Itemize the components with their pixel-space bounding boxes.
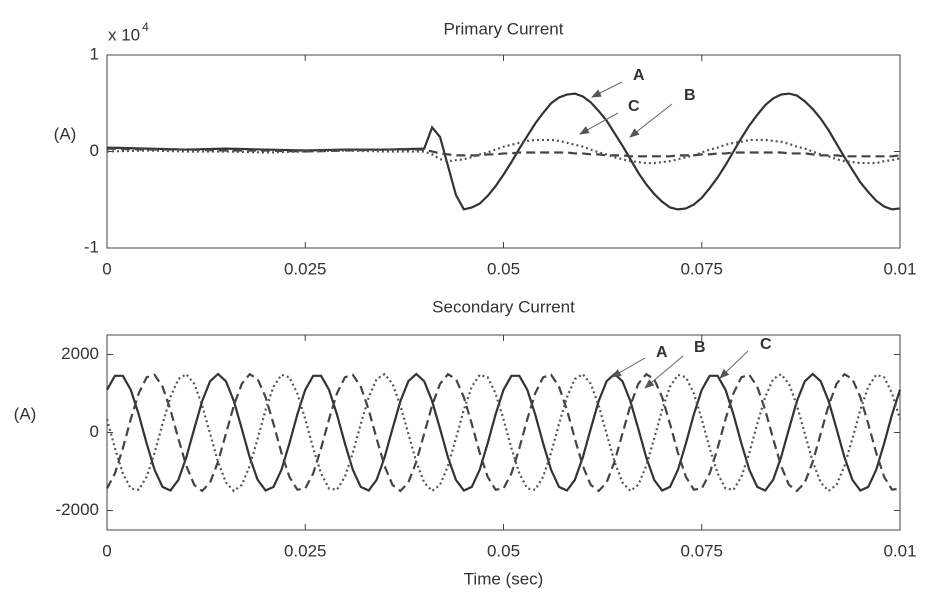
y-scale-label: x 10	[108, 25, 140, 44]
annotation-arrow	[719, 350, 749, 379]
annotation: C	[760, 336, 772, 353]
y-scale-exponent: 4	[142, 20, 149, 34]
annotation: B	[694, 339, 706, 356]
y-tick-label: -1	[84, 237, 99, 256]
series-line	[106, 147, 901, 158]
x-tick-label: 0.025	[284, 259, 327, 278]
series-line	[105, 372, 902, 493]
y-tick-label: -2000	[56, 500, 99, 519]
y-tick-label: 0	[90, 141, 99, 160]
y-tick-label: 1	[90, 44, 99, 63]
y-tick-label: 0	[90, 422, 99, 441]
series-line	[106, 372, 901, 493]
annotation-arrow	[579, 112, 619, 135]
annotation-arrow	[611, 357, 646, 378]
x-tick-label: 0.075	[680, 541, 723, 560]
x-tick-label: 0.01	[883, 259, 916, 278]
x-tick-label: 0	[102, 259, 111, 278]
y-tick-label: 2000	[61, 344, 99, 363]
x-tick-label: 0	[102, 541, 111, 560]
annotation: C	[628, 98, 640, 115]
series-line	[106, 138, 901, 165]
x-tick-label: 0.025	[284, 541, 327, 560]
series-line	[106, 372, 902, 492]
annotation: A	[633, 67, 645, 84]
annotation: B	[684, 87, 696, 104]
x-tick-label: 0.05	[487, 541, 520, 560]
x-axis-label: Time (sec)	[464, 569, 544, 588]
annotation-arrow	[591, 81, 623, 98]
y-axis-label: (A)	[54, 124, 77, 143]
series-line	[106, 92, 901, 211]
annotation-arrow	[644, 355, 684, 389]
chart-title: Primary Current	[444, 19, 564, 38]
chart-title: Secondary Current	[432, 297, 575, 316]
x-tick-label: 0.075	[680, 259, 723, 278]
x-tick-label: 0.05	[487, 259, 520, 278]
x-tick-label: 0.01	[883, 541, 916, 560]
plot-frame	[106, 334, 901, 531]
y-axis-label: (A)	[14, 404, 37, 423]
annotation: A	[656, 344, 668, 361]
annotation-arrow	[629, 103, 673, 138]
